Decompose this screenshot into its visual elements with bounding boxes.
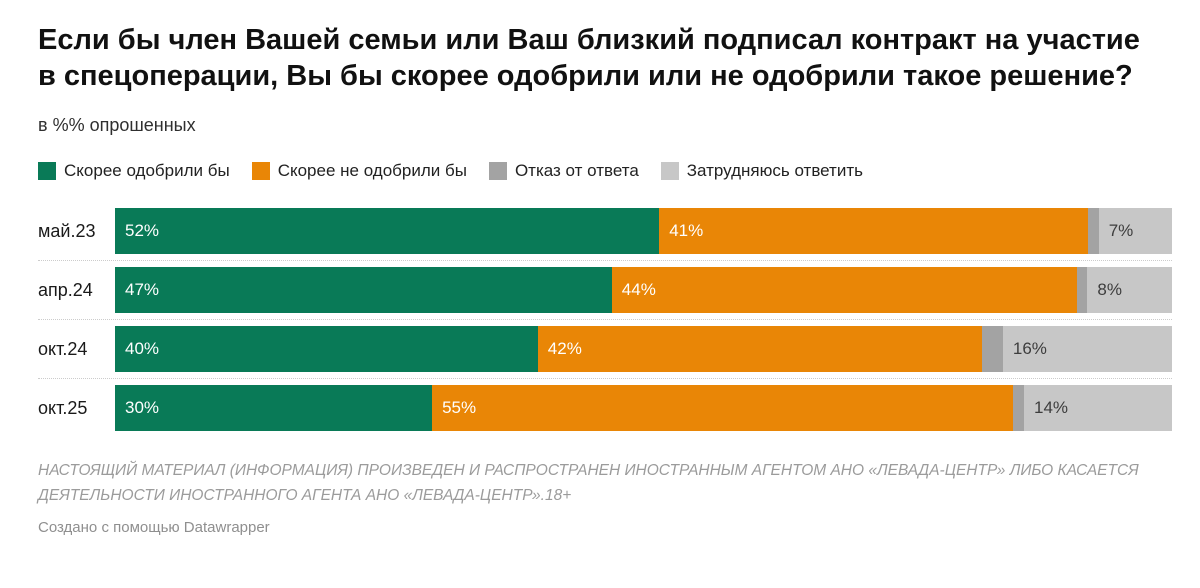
chart-row-май.23: май.23 52% 41% 7% — [38, 208, 1172, 254]
bar-segment-2[interactable] — [1088, 208, 1099, 254]
bar-value-label: 30% — [125, 398, 160, 417]
bar-track: 40% 42% 16% — [115, 326, 1172, 372]
bar-value-label: 44% — [621, 280, 656, 299]
bar-track: 52% 41% 7% — [115, 208, 1172, 254]
legend: Скорее одобрили бы Скорее не одобрили бы О… — [38, 161, 1172, 181]
bar-segment-1[interactable]: 55% — [432, 385, 1014, 431]
legend-item-1[interactable]: Скорее не одобрили бы — [251, 161, 467, 181]
bar-segment-3[interactable]: 7% — [1098, 208, 1172, 254]
legend-label: Отказ от ответа — [514, 161, 639, 180]
bar-segment-0[interactable]: 30% — [115, 385, 433, 431]
bar-value-label: 47% — [125, 280, 160, 299]
bar-value-label: 14% — [1034, 398, 1069, 417]
row-label: окт.25 — [38, 397, 88, 418]
bar-segment-1[interactable]: 42% — [537, 326, 982, 372]
bar-track: 47% 44% 8% — [115, 267, 1172, 313]
bar-segment-0[interactable]: 40% — [115, 326, 538, 372]
legend-label: Скорее не одобрили бы — [277, 161, 467, 180]
chart-title: Если бы член Вашей семьи или Ваш близкий… — [38, 24, 1140, 92]
row-separator — [38, 378, 1172, 379]
foreign-agent-disclaimer: НАСТОЯЩИЙ МАТЕРИАЛ (ИНФОРМАЦИЯ) ПРОИЗВЕД… — [38, 462, 1139, 504]
legend-item-0[interactable]: Скорее одобрили бы — [38, 161, 230, 181]
bar-track: 30% 55% 14% — [115, 385, 1172, 431]
legend-label: Скорее одобрили бы — [64, 161, 230, 180]
chart-row-апр.24: апр.24 47% 44% 8% — [38, 267, 1172, 313]
row-label: окт.24 — [38, 338, 88, 359]
chart-row-окт.25: окт.25 30% 55% 14% — [38, 385, 1172, 431]
bar-value-label: 7% — [1108, 221, 1134, 240]
bar-segment-3[interactable]: 8% — [1087, 267, 1172, 313]
chart-subtitle: в %% опрошенных — [38, 115, 196, 135]
datawrapper-credit: Создано с помощью Datawrapper — [38, 519, 270, 536]
legend-label: Затрудняюсь ответить — [686, 161, 863, 180]
bar-segment-3[interactable]: 14% — [1024, 385, 1172, 431]
legend-swatch-icon — [38, 162, 56, 180]
bar-segment-0[interactable]: 47% — [115, 267, 612, 313]
chart-row-окт.24: окт.24 40% 42% 16% — [38, 326, 1172, 372]
stacked-bar-chart: май.23 52% 41% 7% апр.24 47% 44% 8% окт.24 40% 42%… — [38, 208, 1172, 431]
bar-value-label: 40% — [125, 339, 160, 358]
bar-segment-1[interactable]: 44% — [611, 267, 1077, 313]
bar-value-label: 52% — [125, 221, 160, 240]
row-label: май.23 — [38, 220, 96, 241]
bar-value-label: 42% — [547, 339, 582, 358]
bar-segment-0[interactable]: 52% — [115, 208, 660, 254]
legend-item-2[interactable]: Отказ от ответа — [488, 161, 639, 181]
legend-swatch-icon — [251, 162, 270, 180]
bar-value-label: 55% — [442, 398, 477, 417]
bar-segment-1[interactable]: 41% — [659, 208, 1089, 254]
bar-value-label: 8% — [1097, 280, 1122, 299]
bar-segment-2[interactable] — [1013, 385, 1024, 431]
row-separator — [38, 319, 1172, 320]
legend-swatch-icon — [488, 162, 507, 180]
row-separator — [38, 260, 1172, 261]
bar-value-label: 41% — [669, 221, 704, 240]
legend-item-3[interactable]: Затрудняюсь ответить — [660, 161, 863, 181]
legend-swatch-icon — [660, 162, 679, 180]
bar-value-label: 16% — [1012, 339, 1047, 358]
row-label: апр.24 — [38, 279, 93, 300]
bar-segment-2[interactable] — [981, 326, 1003, 372]
bar-segment-2[interactable] — [1076, 267, 1088, 313]
bar-segment-3[interactable]: 16% — [1002, 326, 1172, 372]
